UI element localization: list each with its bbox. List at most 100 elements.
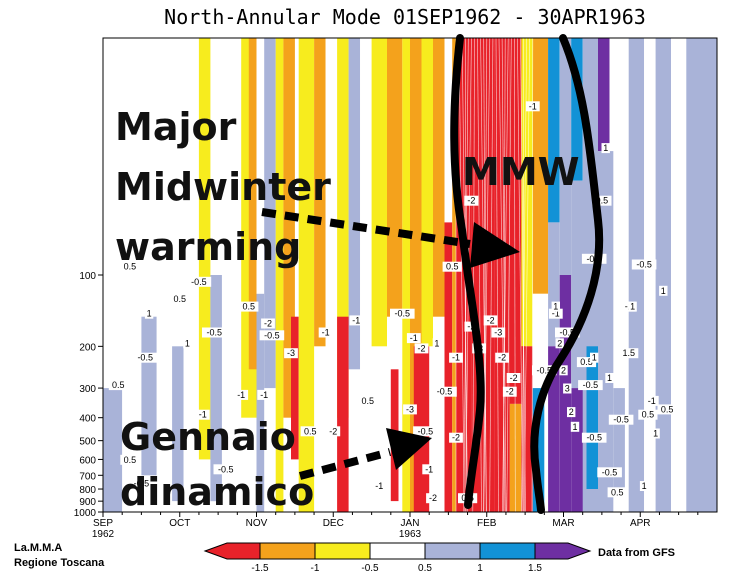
contour-label-bg bbox=[129, 478, 154, 489]
contour-label-bg bbox=[578, 380, 603, 391]
contour-label-bg bbox=[195, 409, 210, 420]
contour-label-bg bbox=[559, 365, 568, 376]
contour-label: 1 bbox=[642, 481, 647, 491]
gennaio-arrow-head bbox=[386, 428, 432, 470]
contour-label-bg bbox=[607, 487, 627, 498]
contour-label-bg bbox=[551, 301, 560, 312]
heatmap-band bbox=[210, 275, 222, 502]
y-tick-label: 400 bbox=[79, 414, 96, 425]
contour-label-bg bbox=[432, 338, 442, 349]
contour-label-bg bbox=[581, 432, 607, 443]
contour-label-bg bbox=[108, 380, 128, 391]
contour-label: -1 bbox=[410, 333, 418, 343]
contour-label-bg bbox=[567, 407, 576, 418]
heatmap-band bbox=[371, 38, 387, 347]
contour-label-bg bbox=[495, 352, 509, 363]
contour-label: -0.5 bbox=[134, 478, 150, 488]
contour-label-bg bbox=[261, 318, 275, 329]
contour-label: -0.5 bbox=[560, 328, 576, 338]
contour-label: 0.5 bbox=[304, 426, 317, 436]
annotation-label: Gennaio bbox=[120, 415, 296, 459]
contour-label-bg bbox=[414, 343, 429, 354]
legend-swatch bbox=[203, 542, 261, 560]
legend-swatch bbox=[534, 542, 592, 560]
contour-label: -3 bbox=[406, 404, 414, 414]
legend-swatch bbox=[479, 542, 536, 560]
heatmap-band bbox=[433, 38, 445, 317]
x-tick-label: NOV bbox=[246, 518, 268, 529]
contour-label: -2 bbox=[467, 196, 475, 206]
contour-line bbox=[506, 38, 512, 512]
contour-label: -0.5 bbox=[583, 380, 599, 390]
contour-line bbox=[520, 38, 526, 512]
legend-label: 1 bbox=[477, 563, 483, 574]
contour-label: -0.5 bbox=[586, 433, 602, 443]
contour-label-bg bbox=[638, 409, 658, 420]
contour-label-bg bbox=[555, 338, 564, 349]
contour-label-bg bbox=[144, 308, 154, 319]
legend-label: 0.5 bbox=[418, 563, 432, 574]
mmw-left-curve bbox=[450, 34, 485, 509]
contour-label: 1 bbox=[592, 353, 597, 363]
contour-label-bg bbox=[426, 493, 440, 504]
contour-label-bg bbox=[358, 395, 378, 406]
contour-line bbox=[483, 38, 491, 512]
contour-label-bg bbox=[349, 315, 364, 326]
contour-label: -2 bbox=[452, 433, 460, 443]
contour-label: -0.5 bbox=[636, 260, 652, 270]
heatmap-band bbox=[337, 316, 349, 512]
contour-label-bg bbox=[639, 481, 649, 491]
heatmap-band bbox=[628, 38, 645, 512]
heatmap-band bbox=[532, 293, 549, 389]
heatmap-band bbox=[283, 38, 295, 418]
heatmap-band bbox=[559, 38, 572, 275]
contour-label: 0.5 bbox=[661, 404, 674, 414]
contour-label: 2 bbox=[569, 407, 574, 417]
contour-label: 0.5 bbox=[174, 294, 187, 304]
contour-label: -2 bbox=[506, 387, 514, 397]
annotation-label: MMW bbox=[462, 150, 580, 194]
contour-label: -1 bbox=[425, 464, 433, 474]
mmw-arrow-head bbox=[470, 222, 520, 268]
heatmap-band bbox=[198, 38, 211, 460]
contour-label-bg bbox=[502, 386, 517, 397]
contour-label-bg bbox=[657, 404, 677, 415]
contour-label-bg bbox=[532, 365, 557, 376]
contour-line bbox=[514, 38, 516, 512]
contour-label: 1 bbox=[661, 286, 666, 296]
contour-label: 1 bbox=[572, 422, 577, 432]
contour-label: -0.5 bbox=[264, 330, 280, 340]
heatmap-band bbox=[298, 38, 315, 512]
x-tick-label: APR bbox=[630, 518, 651, 529]
contour-label: 0.5 bbox=[446, 262, 459, 272]
legend-label: -1.5 bbox=[251, 563, 269, 574]
heatmap-band bbox=[387, 38, 403, 317]
contour-label-bg bbox=[132, 352, 158, 363]
heatmap-band bbox=[275, 38, 284, 512]
legend-swatch bbox=[314, 542, 371, 560]
contour-label-bg bbox=[619, 348, 639, 359]
heatmap-band bbox=[402, 38, 410, 512]
contour-label-bg bbox=[170, 294, 190, 304]
heatmap-band bbox=[521, 346, 533, 512]
footer-lamma: La.M.M.A bbox=[14, 542, 62, 554]
contour-label-bg bbox=[483, 315, 498, 326]
y-tick-label: 800 bbox=[79, 485, 96, 496]
contour-label: 1 bbox=[607, 373, 612, 383]
contour-label: -1 bbox=[237, 390, 245, 400]
contour-label: -1 bbox=[260, 390, 268, 400]
contour-label: -0.5 bbox=[191, 277, 207, 287]
contour-label: 2 bbox=[557, 338, 562, 348]
contour-label: -2 bbox=[487, 315, 495, 325]
y-tick-label: 500 bbox=[79, 437, 96, 448]
contour-label-bg bbox=[259, 330, 285, 341]
heatmap-band bbox=[248, 38, 257, 370]
contour-label: -0.5 bbox=[437, 387, 453, 397]
contour-label-bg bbox=[548, 308, 563, 319]
contour-label-bg bbox=[284, 348, 298, 359]
heatmap-band bbox=[598, 38, 610, 152]
contour-line bbox=[517, 38, 524, 512]
contour-label-bg bbox=[120, 261, 140, 272]
contour-label-bg bbox=[372, 481, 387, 491]
